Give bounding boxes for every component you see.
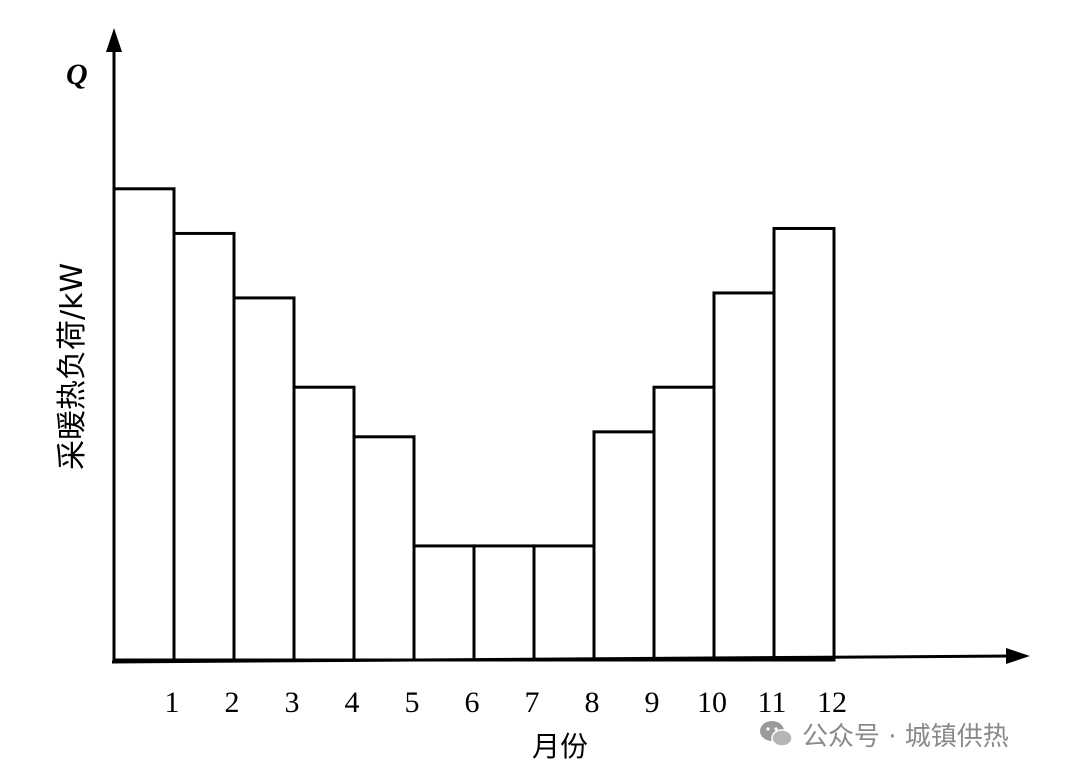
x-axis-arrow xyxy=(1006,648,1030,664)
x-tick-label: 6 xyxy=(465,686,480,719)
x-tick-label: 3 xyxy=(285,686,300,719)
bar-month-9 xyxy=(592,430,656,662)
y-axis-arrow xyxy=(106,28,122,52)
bar-month-1 xyxy=(112,187,176,662)
x-tick-labels: 1 2 3 4 5 6 7 8 9 10 11 12 xyxy=(165,686,848,719)
wechat-icon xyxy=(760,721,793,747)
bar-month-10 xyxy=(652,385,716,662)
bar-month-5 xyxy=(352,435,416,662)
bar-month-6 xyxy=(412,544,476,662)
watermark-text: 公众号 · 城镇供热 xyxy=(802,721,1009,752)
x-axis-line xyxy=(111,654,1013,664)
y-axis-symbol: Q xyxy=(66,58,88,91)
bars-layer xyxy=(112,187,836,662)
bar-month-3 xyxy=(232,296,296,662)
x-tick-label: 11 xyxy=(758,686,787,719)
bar-month-12 xyxy=(772,226,836,662)
bar-month-8 xyxy=(532,544,596,662)
x-tick-label: 9 xyxy=(645,686,660,719)
bar-month-4 xyxy=(292,385,356,662)
bar-month-7 xyxy=(472,544,536,662)
x-tick-label: 5 xyxy=(405,686,420,719)
x-tick-label: 2 xyxy=(225,686,240,719)
bar-month-11 xyxy=(712,291,776,662)
x-tick-label: 8 xyxy=(585,686,600,719)
watermark: 公众号 · 城镇供热 xyxy=(758,716,1009,752)
x-tick-label: 1 xyxy=(165,686,180,719)
x-axis-label: 月份 xyxy=(532,730,588,763)
x-tick-label: 12 xyxy=(817,686,847,719)
x-tick-label: 10 xyxy=(697,686,727,719)
bar-month-2 xyxy=(172,231,236,662)
x-tick-label: 4 xyxy=(345,686,360,719)
x-tick-label: 7 xyxy=(525,686,540,719)
y-axis-label: 采暖热负荷/kW xyxy=(55,263,90,470)
